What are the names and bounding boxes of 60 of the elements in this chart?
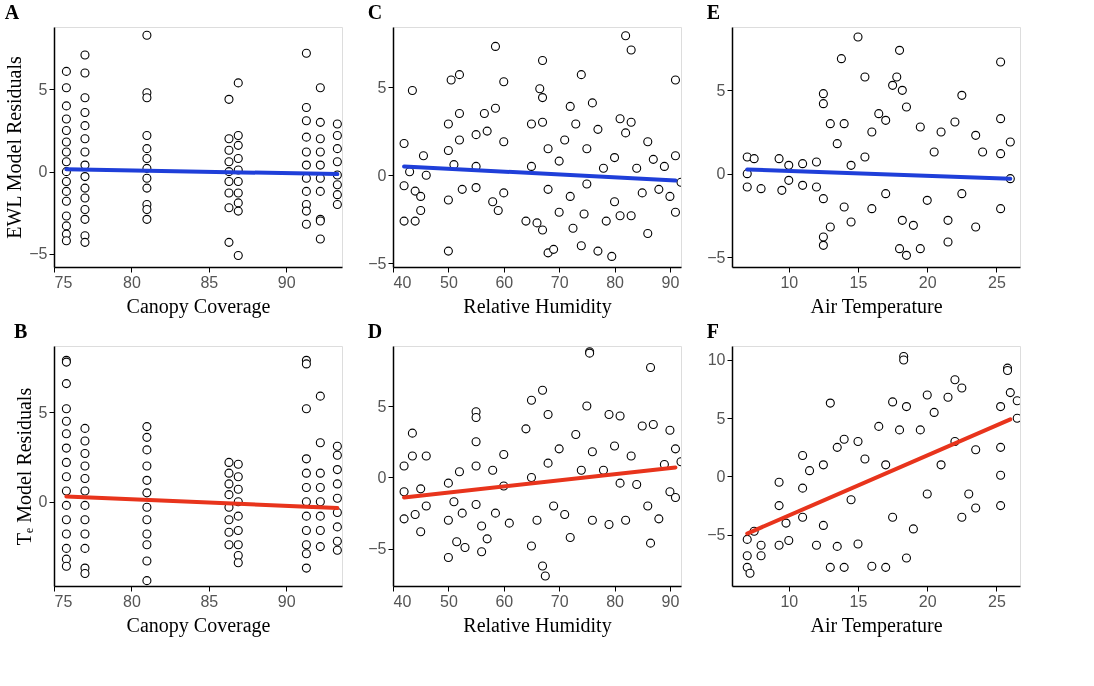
chart-title: D [367, 320, 383, 342]
x-tick-label: 40 [393, 273, 412, 291]
y-tick-label: 5 [377, 78, 387, 96]
x-tick-label: 90 [661, 592, 680, 610]
y-tick-label: 5 [716, 81, 726, 99]
y-tick-label: 0 [38, 163, 48, 181]
x-tick-label: 40 [393, 592, 412, 610]
x-tick-label: 60 [495, 273, 514, 291]
chart-title: E [706, 1, 721, 23]
chart-title: C [367, 1, 383, 23]
x-axis-title: Canopy Coverage [126, 613, 271, 637]
x-tick-label: 70 [550, 273, 569, 291]
x-tick-label: 90 [277, 592, 296, 610]
x-tick-label: 75 [54, 273, 73, 291]
chart-title: F [706, 320, 719, 342]
x-axis-title: Air Temperature [810, 613, 943, 637]
x-axis-title: Relative Humidity [463, 294, 612, 318]
chart-title: A [4, 1, 20, 23]
x-tick-label: 80 [606, 273, 625, 291]
x-tick-label: 50 [439, 273, 458, 291]
x-tick-label: 15 [849, 592, 868, 610]
y-axis-title: Tₑ Model Residuals [12, 387, 35, 546]
y-tick-label: 5 [38, 80, 48, 98]
x-tick-label: 85 [200, 273, 219, 291]
y-tick-label: −5 [707, 526, 726, 544]
x-tick-label: 25 [988, 273, 1006, 291]
y-tick-label: 0 [716, 467, 726, 485]
y-tick-label: 5 [38, 403, 48, 421]
x-axis-title: Air Temperature [810, 294, 943, 318]
x-axis-title: Canopy Coverage [126, 294, 271, 318]
x-tick-label: 75 [54, 592, 73, 610]
y-tick-label: −5 [29, 245, 48, 263]
x-axis-title: Relative Humidity [463, 613, 612, 637]
x-tick-label: 80 [606, 592, 625, 610]
x-tick-label: 80 [123, 592, 141, 610]
y-tick-label: 0 [377, 468, 387, 486]
x-tick-label: 20 [918, 273, 937, 291]
y-tick-label: −5 [368, 540, 387, 558]
chart-title: B [14, 320, 28, 342]
x-tick-label: 15 [849, 273, 868, 291]
y-tick-label: 0 [377, 166, 387, 184]
y-tick-label: −5 [707, 248, 726, 266]
x-tick-label: 60 [495, 592, 514, 610]
x-tick-label: 70 [550, 592, 569, 610]
x-tick-label: 85 [200, 592, 219, 610]
x-tick-label: 50 [439, 592, 458, 610]
x-tick-label: 90 [277, 273, 296, 291]
y-tick-label: 5 [377, 397, 387, 415]
x-tick-label: 80 [123, 273, 141, 291]
y-tick-label: 5 [716, 409, 726, 427]
y-tick-label: −5 [368, 254, 387, 272]
x-tick-label: 10 [780, 592, 799, 610]
y-axis-title: EWL Model Residuals [3, 56, 26, 239]
x-tick-label: 10 [780, 273, 799, 291]
y-tick-label: 0 [38, 493, 48, 511]
x-tick-label: 25 [988, 592, 1006, 610]
y-tick-label: 10 [707, 351, 726, 369]
x-tick-label: 90 [661, 273, 680, 291]
y-tick-label: 0 [716, 165, 726, 183]
x-tick-label: 20 [918, 592, 937, 610]
